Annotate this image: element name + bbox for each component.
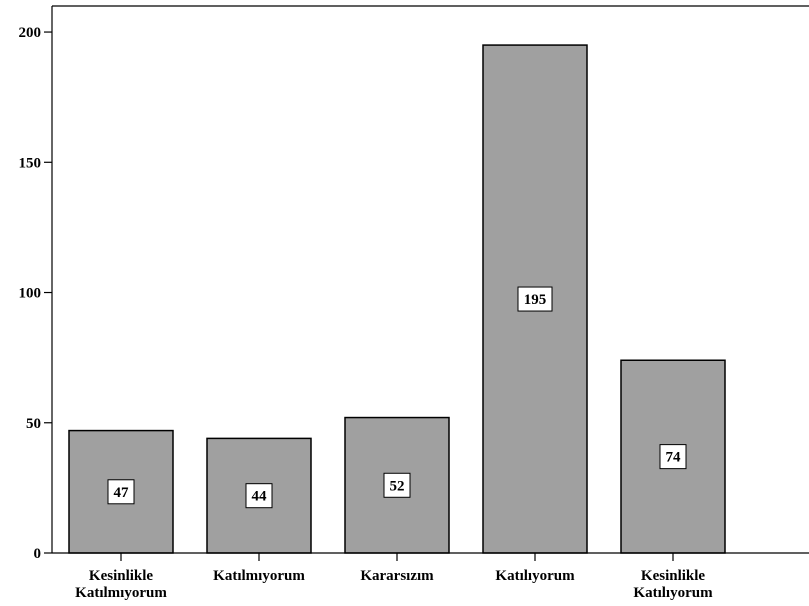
x-axis: Kesinlikle Katılmıyorum Katılmıyorum Karars… — [75, 553, 713, 601]
data-labels-group: 47 44 52 195 74 — [107, 286, 687, 509]
x-category-label-5: Kesinlikle Katılıyorum — [633, 568, 713, 601]
y-tick-label-0: 0 — [34, 546, 42, 562]
data-label-5: 74 — [666, 450, 682, 466]
y-axis: 0 50 100 150 200 — [19, 5, 809, 562]
data-label-box-1 — [107, 479, 135, 505]
x-category-label-1: Kesinlikle Katılmıyorum — [75, 568, 167, 601]
y-tick-label-50: 50 — [26, 416, 41, 432]
x-category-label-2: Katılmıyorum — [213, 568, 305, 584]
data-label-2: 44 — [252, 489, 268, 505]
data-label-1: 47 — [114, 485, 130, 501]
y-tick-label-200: 200 — [19, 25, 42, 41]
y-tick-label-100: 100 — [19, 286, 42, 302]
data-label-4: 195 — [524, 292, 547, 308]
x-category-label-3: Kararsızım — [360, 568, 434, 584]
data-label-box-3 — [383, 472, 411, 498]
data-label-box-4 — [517, 286, 553, 312]
x-category-label-4: Katılıyorum — [495, 568, 575, 584]
data-label-box-5 — [659, 444, 687, 470]
y-tick-label-150: 150 — [19, 155, 42, 171]
data-label-3: 52 — [390, 478, 405, 494]
data-label-box-2 — [245, 483, 273, 509]
